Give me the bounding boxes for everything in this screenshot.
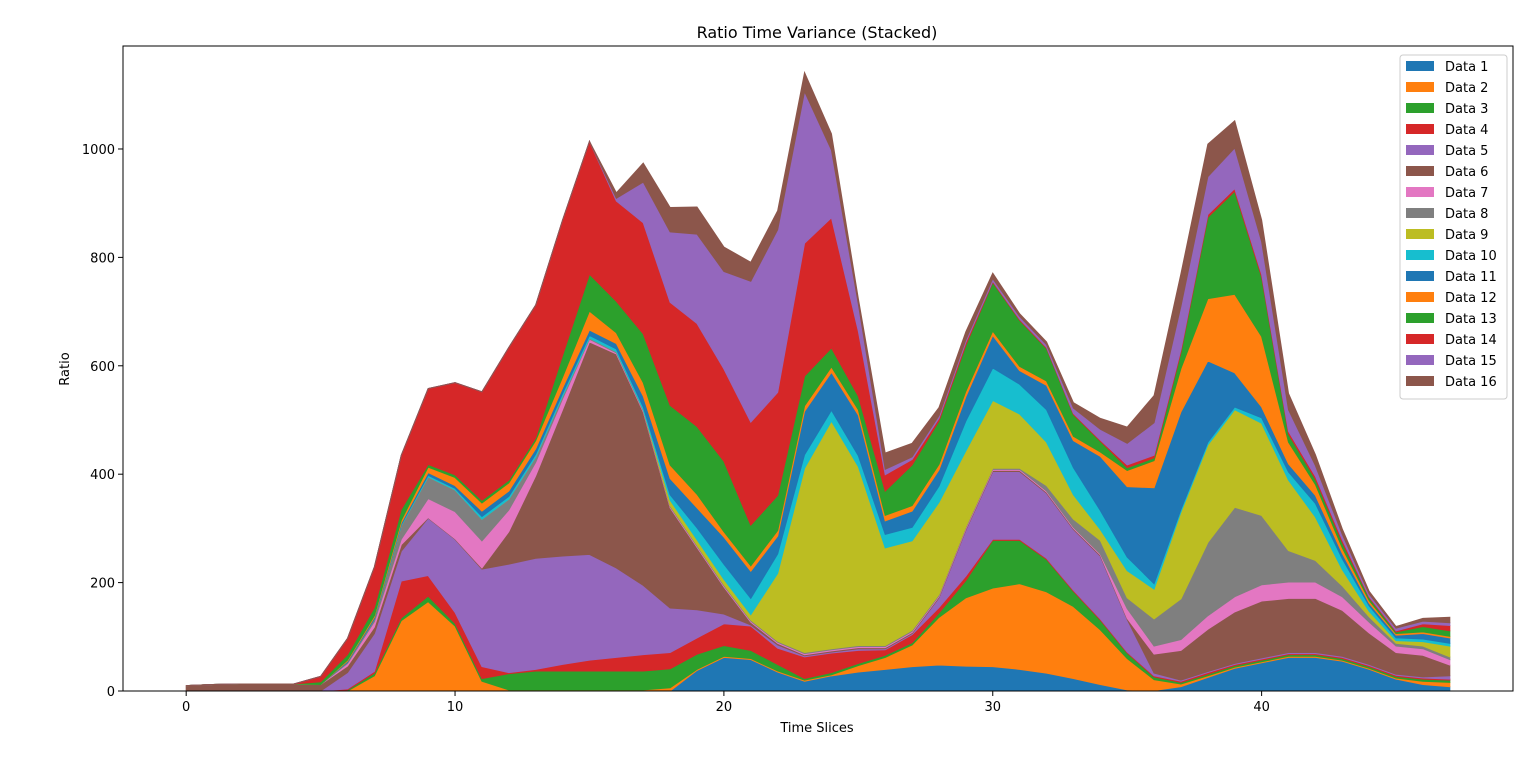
y-axis-title: Ratio: [58, 352, 73, 385]
legend-label: Data 11: [1445, 270, 1497, 285]
chart-title: Ratio Time Variance (Stacked): [697, 23, 938, 42]
legend-swatch: [1406, 124, 1434, 134]
legend-swatch: [1406, 229, 1434, 239]
legend-label: Data 3: [1445, 102, 1488, 117]
legend-swatch: [1406, 61, 1434, 71]
legend-label: Data 2: [1445, 81, 1488, 96]
legend-label: Data 15: [1445, 354, 1497, 369]
x-tick-label: 40: [1253, 700, 1270, 715]
x-tick-label: 10: [447, 700, 464, 715]
series-area-16: [186, 70, 1451, 687]
legend-swatch: [1406, 250, 1434, 260]
y-tick-label: 600: [90, 360, 115, 375]
legend-swatch: [1406, 313, 1434, 323]
x-tick-label: 0: [182, 700, 190, 715]
legend-label: Data 4: [1445, 123, 1488, 138]
y-tick-label: 1000: [82, 143, 115, 158]
legend-label: Data 9: [1445, 228, 1488, 243]
x-axis-title: Time Slices: [779, 721, 854, 736]
legend-swatch: [1406, 271, 1434, 281]
legend-label: Data 14: [1445, 333, 1497, 348]
legend-label: Data 12: [1445, 291, 1497, 306]
y-tick-label: 200: [90, 577, 115, 592]
y-tick-label: 800: [90, 251, 115, 266]
y-axis: 0 200 400 600 800 1000: [82, 143, 123, 700]
legend-label: Data 8: [1445, 207, 1488, 222]
legend-label: Data 13: [1445, 312, 1497, 327]
legend-label: Data 1: [1445, 60, 1488, 75]
legend-label: Data 5: [1445, 144, 1488, 159]
legend-swatch: [1406, 334, 1434, 344]
legend-swatch: [1406, 103, 1434, 113]
legend-swatch: [1406, 376, 1434, 386]
x-tick-label: 20: [716, 700, 733, 715]
legend-label: Data 10: [1445, 249, 1497, 264]
x-tick-label: 30: [984, 700, 1001, 715]
plot-area: [185, 70, 1451, 692]
legend-swatch: [1406, 82, 1434, 92]
legend-swatch: [1406, 145, 1434, 155]
legend-swatch: [1406, 166, 1434, 176]
legend-label: Data 16: [1445, 375, 1497, 390]
legend-swatch: [1406, 292, 1434, 302]
y-tick-label: 0: [107, 685, 115, 700]
legend-swatch: [1406, 187, 1434, 197]
y-tick-label: 400: [90, 468, 115, 483]
legend-label: Data 7: [1445, 186, 1488, 201]
legend-swatch: [1406, 208, 1434, 218]
plot-frame: [122, 45, 1514, 692]
legend-label: Data 6: [1445, 165, 1488, 180]
x-axis: 0 10 20 30 40: [182, 691, 1270, 715]
legend: Data 1 Data 2 Data 3 Data 4 Data 5 Data 6 Data…: [1399, 54, 1508, 400]
legend-swatch: [1406, 355, 1434, 365]
